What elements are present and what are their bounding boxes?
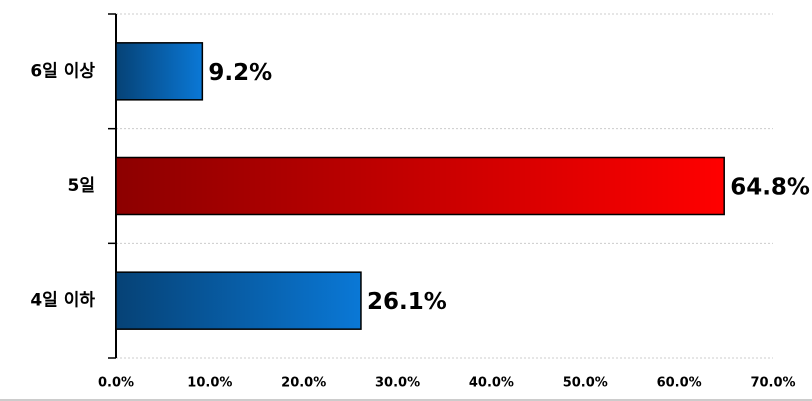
category-label: 6일 이상 bbox=[30, 61, 95, 81]
bar-shade bbox=[115, 271, 362, 330]
x-tick-label: 40.0% bbox=[469, 376, 514, 391]
x-tick-label: 10.0% bbox=[187, 376, 232, 391]
category-label: 4일 이하 bbox=[30, 291, 95, 311]
x-tick-label: 0.0% bbox=[98, 376, 134, 391]
value-label: 26.1% bbox=[367, 289, 447, 315]
x-tick-label: 60.0% bbox=[657, 376, 702, 391]
x-tick-label: 30.0% bbox=[375, 376, 420, 391]
bar-shade bbox=[115, 42, 204, 101]
category-label: 5일 bbox=[68, 176, 95, 196]
x-tick-label: 20.0% bbox=[281, 376, 326, 391]
x-tick-label: 50.0% bbox=[563, 376, 608, 391]
value-label: 64.8% bbox=[730, 175, 810, 201]
bar-shade bbox=[115, 156, 725, 216]
x-tick-label: 70.0% bbox=[750, 376, 795, 391]
value-label: 9.2% bbox=[208, 60, 272, 86]
